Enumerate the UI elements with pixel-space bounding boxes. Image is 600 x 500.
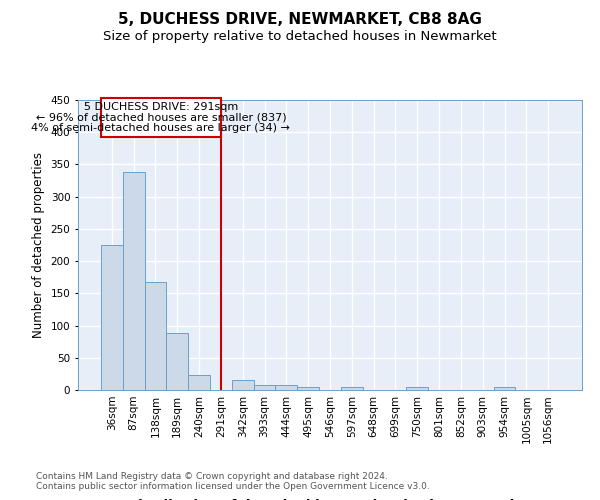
Text: 5 DUCHESS DRIVE: 291sqm: 5 DUCHESS DRIVE: 291sqm	[84, 102, 238, 113]
Bar	[145, 282, 166, 390]
X-axis label: Distribution of detached houses by size in Newmarket: Distribution of detached houses by size …	[127, 499, 533, 500]
Text: Contains HM Land Registry data © Crown copyright and database right 2024.: Contains HM Land Registry data © Crown c…	[36, 472, 388, 481]
Bar	[101, 245, 123, 390]
Bar	[188, 375, 210, 390]
Bar	[297, 387, 319, 390]
Text: Contains public sector information licensed under the Open Government Licence v3: Contains public sector information licen…	[36, 482, 430, 491]
Bar	[254, 386, 275, 390]
Text: Size of property relative to detached houses in Newmarket: Size of property relative to detached ho…	[103, 30, 497, 43]
Bar	[232, 380, 254, 390]
Bar	[101, 98, 221, 136]
Bar	[275, 386, 297, 390]
Bar	[123, 172, 145, 390]
Y-axis label: Number of detached properties: Number of detached properties	[32, 152, 45, 338]
Bar	[494, 388, 515, 390]
Bar	[166, 334, 188, 390]
Text: ← 96% of detached houses are smaller (837): ← 96% of detached houses are smaller (83…	[35, 112, 286, 122]
Text: 4% of semi-detached houses are larger (34) →: 4% of semi-detached houses are larger (3…	[31, 123, 290, 133]
Text: 5, DUCHESS DRIVE, NEWMARKET, CB8 8AG: 5, DUCHESS DRIVE, NEWMARKET, CB8 8AG	[118, 12, 482, 28]
Bar	[406, 388, 428, 390]
Bar	[341, 387, 363, 390]
